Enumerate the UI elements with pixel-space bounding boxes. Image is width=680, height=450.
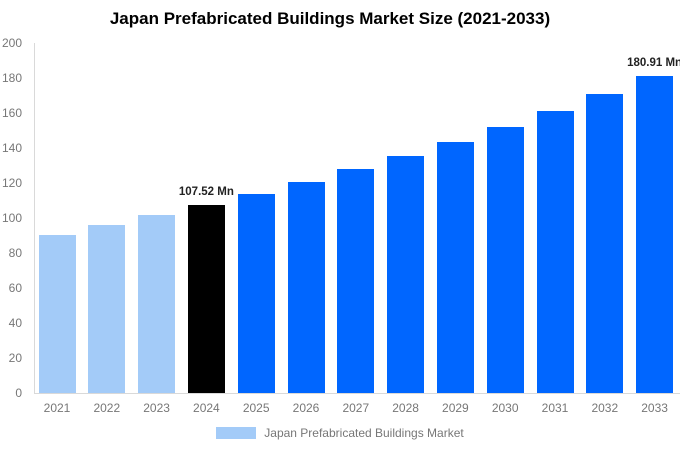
x-axis-tick-label: 2024 (193, 401, 220, 415)
x-axis-tick-label: 2022 (93, 401, 121, 415)
y-axis-line (34, 43, 35, 393)
bar-2021 (38, 234, 76, 393)
y-axis-tick-label: 140 (1, 141, 22, 155)
x-axis-tick-label: 2030 (491, 401, 519, 415)
bar-2030 (486, 126, 524, 393)
y-axis-tick-label: 200 (1, 36, 22, 50)
bar-2026 (287, 181, 325, 393)
y-axis-tick-label: 100 (1, 211, 22, 225)
x-axis-line (34, 393, 680, 394)
chart-title: Japan Prefabricated Buildings Market Siz… (109, 9, 551, 28)
bar-value-label-2033: 180.91 Mn (627, 57, 680, 70)
x-axis-tick-label: 2029 (442, 401, 469, 415)
x-axis-tick-label: 2023 (143, 401, 170, 415)
y-axis-tick-label: 120 (1, 176, 22, 190)
x-axis-tick-label: 2033 (641, 401, 668, 415)
bar-2031 (536, 111, 574, 393)
bar-2028 (387, 155, 425, 393)
bar-2023 (138, 215, 176, 393)
x-axis-tick-label: 2027 (342, 401, 370, 415)
y-axis-tick-label: 180 (1, 71, 22, 85)
bar-2029 (436, 141, 474, 393)
bar-value-label-2024: 107.52 Mn (178, 185, 234, 198)
x-axis-tick-label: 2028 (392, 401, 419, 415)
x-axis-tick-label: 2031 (541, 401, 569, 415)
y-axis-tick-label: 160 (1, 106, 22, 120)
legend-label: Japan Prefabricated Buildings Market (264, 426, 464, 440)
x-axis-tick-label: 2021 (43, 401, 71, 415)
legend: Japan Prefabricated Buildings Market (0, 426, 680, 440)
y-axis-tick-label: 60 (8, 281, 22, 295)
bar-2024 (187, 204, 225, 393)
x-axis-tick-label: 2025 (242, 401, 270, 415)
x-axis-tick-label: 2032 (591, 401, 619, 415)
bar-2032 (586, 94, 624, 393)
legend-swatch (216, 427, 257, 439)
bar-2025 (237, 193, 275, 393)
bar-2033 (636, 76, 674, 393)
bar-2027 (337, 169, 375, 393)
y-axis-tick-label: 40 (8, 316, 22, 330)
x-axis-tick-label: 2026 (292, 401, 320, 415)
y-axis-tick-label: 20 (8, 351, 22, 365)
bar-2022 (88, 225, 126, 393)
y-axis-tick-label: 0 (15, 386, 22, 400)
y-axis-tick-label: 80 (8, 246, 22, 260)
